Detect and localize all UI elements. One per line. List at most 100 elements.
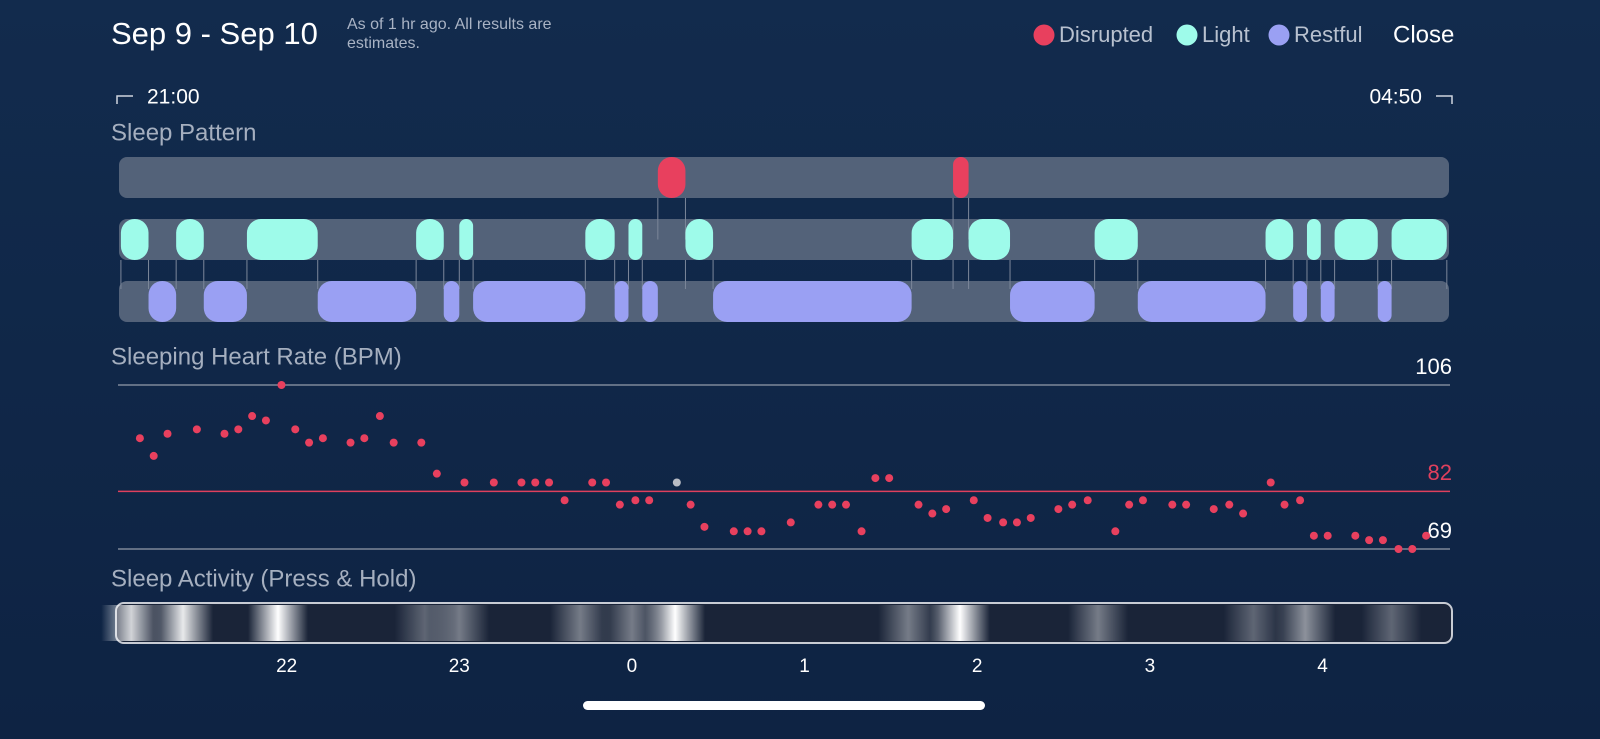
heart-rate-point [305, 438, 314, 447]
track [119, 157, 1449, 198]
heart-rate-point [1125, 500, 1134, 509]
heart-rate-point [969, 496, 978, 505]
legend-label: Disrupted [1059, 22, 1153, 47]
home-indicator [583, 701, 985, 710]
activity-band [429, 605, 490, 641]
heart-rate-point [842, 500, 851, 509]
heart-rate-point [700, 522, 709, 531]
heart-rate-point [489, 478, 498, 487]
heart-rate-point [686, 500, 695, 509]
heart-rate-point [517, 478, 526, 487]
activity-band [929, 605, 990, 641]
end-time: 04:50 [1369, 86, 1422, 109]
sleep-segment [416, 219, 444, 260]
sleep-segment [317, 281, 417, 322]
heart-rate-point [346, 438, 355, 447]
x-tick-label: 23 [449, 656, 470, 677]
heart-rate-point [291, 425, 300, 434]
sleep-segment [1306, 219, 1321, 260]
heart-rate-point [432, 469, 441, 478]
activity-band [1275, 605, 1336, 641]
x-tick-label: 2 [972, 656, 983, 677]
activity-band [1223, 605, 1284, 641]
section-title: Sleep Activity (Press & Hold) [111, 565, 416, 592]
heart-rate-point [192, 425, 201, 434]
heart-rate-point [560, 496, 569, 505]
title: Sep 9 - Sep 10 [111, 16, 318, 51]
heart-rate-point [602, 478, 611, 487]
sleep-segment [657, 157, 686, 198]
heart-rate-point [999, 518, 1008, 527]
sleep-segment [1391, 219, 1447, 260]
range-bracket [1436, 95, 1453, 104]
sleep-segment [1293, 281, 1307, 322]
heart-rate-point [1323, 531, 1332, 540]
sleep-segment [203, 281, 247, 322]
heart-rate-point [885, 474, 894, 483]
track [119, 219, 1449, 260]
heart-rate-point [318, 434, 327, 443]
heart-rate-point [1280, 500, 1289, 509]
sleep-segment [953, 157, 969, 198]
sleep-segment [713, 281, 912, 322]
heart-rate-point [928, 509, 937, 518]
heart-rate-point [786, 518, 795, 527]
legend-swatch [1033, 24, 1055, 46]
activity-band [1361, 605, 1422, 641]
heart-rate-point [234, 425, 243, 434]
heart-rate-point [1408, 545, 1417, 553]
heart-rate-point [645, 496, 654, 505]
close-button[interactable]: Close [1393, 21, 1454, 48]
heart-rate-point [914, 500, 923, 509]
heart-rate-point [631, 496, 640, 505]
heart-rate-point [757, 527, 766, 536]
sleep-segment [614, 281, 629, 322]
heart-rate-point [460, 478, 469, 487]
sleep-segment [968, 219, 1011, 260]
sleep-segment [443, 281, 460, 322]
activity-band [153, 605, 214, 641]
heart-rate-point [743, 527, 752, 536]
sleep-segment [911, 219, 954, 260]
heart-rate-point [1209, 505, 1218, 514]
sleep-segment [685, 219, 714, 260]
sleep-segment [176, 219, 204, 260]
sleep-segment [473, 281, 586, 322]
heart-rate-point [871, 474, 880, 483]
legend-label: Light [1202, 22, 1250, 47]
heart-rate-point [149, 451, 158, 460]
sleep-segment [246, 219, 318, 260]
activity-band [645, 605, 706, 641]
activity-band [248, 605, 309, 641]
heart-rate-point [729, 527, 738, 536]
heart-rate-point [1138, 496, 1147, 505]
heart-rate-point [1012, 518, 1021, 527]
heart-rate-point [1365, 536, 1374, 545]
legend-swatch [1176, 24, 1198, 46]
heart-rate-point [389, 438, 398, 447]
sleep-segment [628, 219, 643, 260]
heart-rate-point [814, 500, 823, 509]
heart-rate-point [1239, 509, 1248, 518]
x-tick-label: 3 [1145, 656, 1156, 677]
activity-band [101, 605, 162, 641]
subtitle: As of 1 hr ago. All results are estimate… [347, 16, 552, 52]
heart-rate-point [135, 434, 144, 443]
sleep-segment [459, 219, 474, 260]
heart-rate-point [545, 478, 554, 487]
average-label: 82 [1428, 460, 1452, 485]
sleep-segment [148, 281, 177, 322]
activity-band [1068, 605, 1129, 641]
sleep-segment [1334, 219, 1378, 260]
legend-swatch [1268, 24, 1290, 46]
heart-rate-point [417, 438, 426, 447]
heart-rate-point [1309, 531, 1318, 540]
heart-rate-point [857, 527, 866, 536]
section-title: Sleep Pattern [111, 119, 256, 146]
activity-band [878, 605, 939, 641]
heart-rate-point [1378, 536, 1387, 545]
heart-rate-point [163, 429, 172, 438]
heart-rate-point [1266, 478, 1275, 487]
